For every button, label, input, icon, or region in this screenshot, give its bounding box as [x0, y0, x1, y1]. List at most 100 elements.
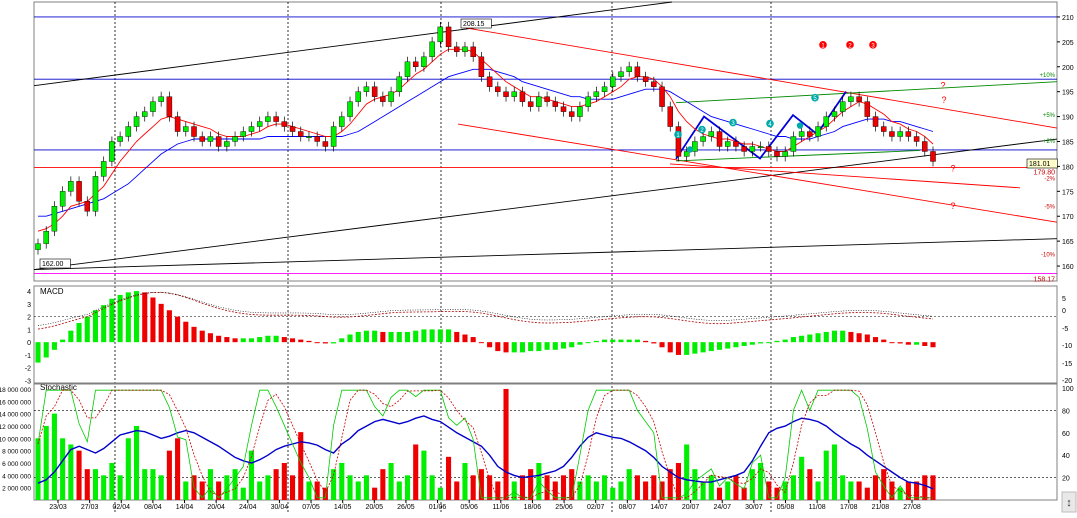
- volume-bar[interactable]: [790, 475, 796, 500]
- macd-histogram-bar[interactable]: [216, 335, 222, 343]
- price-candle[interactable]: [363, 86, 370, 92]
- macd-histogram-bar[interactable]: [150, 297, 156, 343]
- volume-bar[interactable]: [404, 475, 411, 500]
- macd-histogram-bar[interactable]: [322, 342, 328, 344]
- macd-histogram-bar[interactable]: [347, 334, 353, 343]
- price-candle[interactable]: [527, 101, 534, 107]
- volume-bar[interactable]: [125, 438, 131, 500]
- volume-bar[interactable]: [76, 450, 82, 500]
- price-candle[interactable]: [560, 106, 567, 112]
- macd-histogram-bar[interactable]: [782, 339, 788, 343]
- volume-bar[interactable]: [133, 425, 140, 500]
- macd-histogram-bar[interactable]: [478, 342, 484, 344]
- price-candle[interactable]: [84, 201, 91, 212]
- volume-stochastic-panel[interactable]: Stochastic 18 000 000 16 000 000 14 000 00…: [0, 383, 1074, 505]
- price-candle[interactable]: [199, 136, 205, 142]
- macd-histogram-bar[interactable]: [659, 342, 665, 348]
- price-candle[interactable]: [889, 131, 895, 137]
- price-candle[interactable]: [150, 101, 156, 112]
- macd-histogram-bar[interactable]: [437, 329, 443, 343]
- volume-bar[interactable]: [897, 487, 903, 500]
- price-candle[interactable]: [215, 136, 222, 147]
- macd-histogram-bar[interactable]: [372, 330, 378, 343]
- price-candle[interactable]: [552, 101, 559, 107]
- macd-histogram-bar[interactable]: [183, 321, 189, 343]
- volume-bar[interactable]: [889, 481, 895, 500]
- volume-bar[interactable]: [864, 487, 870, 500]
- macd-histogram-bar[interactable]: [224, 337, 230, 343]
- price-candle[interactable]: [191, 126, 197, 137]
- price-candle[interactable]: [815, 126, 821, 137]
- volume-bar[interactable]: [807, 469, 813, 500]
- price-candle[interactable]: [404, 61, 411, 77]
- price-candle[interactable]: [92, 176, 99, 212]
- macd-histogram-bar[interactable]: [355, 331, 361, 343]
- volume-bar[interactable]: [872, 475, 879, 500]
- macd-histogram-bar[interactable]: [930, 342, 936, 348]
- macd-histogram-bar[interactable]: [413, 330, 419, 343]
- volume-bar[interactable]: [175, 438, 181, 500]
- price-candle[interactable]: [224, 141, 230, 147]
- price-candle[interactable]: [462, 46, 468, 53]
- macd-histogram-bar[interactable]: [593, 340, 599, 343]
- price-candle[interactable]: [922, 141, 928, 152]
- price-candle[interactable]: [913, 136, 920, 142]
- price-candle[interactable]: [117, 136, 123, 142]
- macd-histogram-bar[interactable]: [109, 298, 115, 343]
- price-candle[interactable]: [766, 146, 772, 152]
- macd-histogram-bar[interactable]: [823, 331, 829, 343]
- macd-histogram-bar[interactable]: [700, 342, 706, 353]
- volume-bar[interactable]: [60, 438, 66, 500]
- price-candle[interactable]: [675, 126, 682, 157]
- macd-histogram-bar[interactable]: [101, 305, 107, 343]
- volume-bar[interactable]: [462, 462, 468, 500]
- price-candle[interactable]: [856, 96, 862, 102]
- macd-histogram-bar[interactable]: [831, 330, 838, 343]
- macd-histogram-bar[interactable]: [314, 342, 320, 344]
- price-candle[interactable]: [692, 141, 698, 152]
- price-candle[interactable]: [330, 126, 337, 147]
- volume-bar[interactable]: [511, 481, 517, 500]
- macd-histogram-bar[interactable]: [766, 342, 772, 344]
- price-candle[interactable]: [839, 101, 846, 112]
- volume-bar[interactable]: [716, 487, 723, 500]
- macd-histogram-bar[interactable]: [667, 342, 673, 353]
- price-candle[interactable]: [421, 56, 427, 67]
- price-candle[interactable]: [486, 76, 493, 87]
- macd-histogram-bar[interactable]: [741, 342, 747, 346]
- macd-histogram-bar[interactable]: [692, 342, 698, 354]
- macd-histogram-bar[interactable]: [848, 331, 854, 343]
- price-candle[interactable]: [930, 151, 936, 162]
- price-candle[interactable]: [610, 76, 616, 87]
- macd-histogram-bar[interactable]: [232, 338, 238, 343]
- volume-bar[interactable]: [700, 481, 706, 500]
- price-candle[interactable]: [133, 116, 140, 127]
- macd-histogram-bar[interactable]: [749, 342, 755, 345]
- price-candle[interactable]: [897, 131, 903, 137]
- price-candle[interactable]: [568, 111, 575, 117]
- volume-bar[interactable]: [585, 475, 591, 500]
- price-candle[interactable]: [109, 141, 115, 162]
- macd-histogram-bar[interactable]: [881, 339, 887, 343]
- volume-bar[interactable]: [593, 481, 599, 500]
- macd-histogram-bar[interactable]: [446, 329, 452, 343]
- price-candle[interactable]: [174, 116, 181, 132]
- volume-bar[interactable]: [216, 481, 222, 500]
- macd-histogram-bar[interactable]: [380, 331, 386, 343]
- price-candle[interactable]: [100, 161, 107, 177]
- macd-histogram-bar[interactable]: [470, 337, 476, 343]
- volume-bar[interactable]: [101, 475, 107, 500]
- volume-bar[interactable]: [675, 462, 682, 500]
- macd-histogram-bar[interactable]: [914, 342, 920, 345]
- price-candle[interactable]: [790, 136, 797, 152]
- macd-histogram-bar[interactable]: [404, 331, 411, 343]
- macd-histogram-bar[interactable]: [511, 342, 517, 353]
- macd-histogram-bar[interactable]: [856, 333, 862, 343]
- price-candle[interactable]: [831, 111, 838, 117]
- macd-histogram-bar[interactable]: [840, 330, 846, 343]
- price-candle[interactable]: [454, 46, 460, 53]
- volume-bar[interactable]: [774, 487, 780, 500]
- volume-bar[interactable]: [413, 444, 419, 500]
- volume-bar[interactable]: [610, 487, 616, 500]
- macd-histogram-bar[interactable]: [60, 339, 66, 343]
